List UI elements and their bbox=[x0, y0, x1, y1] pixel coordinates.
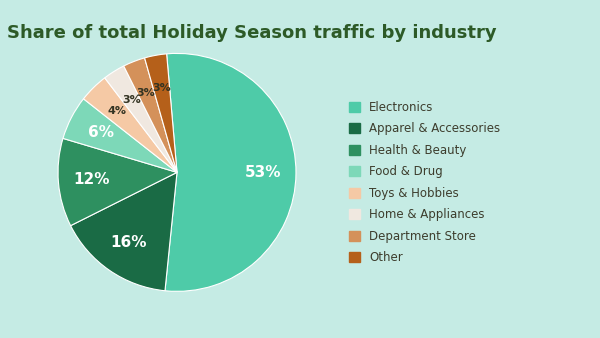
Wedge shape bbox=[83, 78, 177, 172]
Text: 53%: 53% bbox=[244, 166, 281, 180]
Text: 3%: 3% bbox=[137, 88, 155, 98]
Wedge shape bbox=[124, 58, 177, 172]
Wedge shape bbox=[63, 99, 177, 172]
Wedge shape bbox=[105, 66, 177, 172]
Wedge shape bbox=[58, 138, 177, 226]
Text: Share of total Holiday Season traffic by industry: Share of total Holiday Season traffic by… bbox=[7, 24, 497, 42]
Text: 12%: 12% bbox=[73, 172, 110, 187]
Legend: Electronics, Apparel & Accessories, Health & Beauty, Food & Drug, Toys & Hobbies: Electronics, Apparel & Accessories, Heal… bbox=[349, 101, 500, 264]
Wedge shape bbox=[71, 172, 177, 291]
Text: 4%: 4% bbox=[107, 106, 127, 116]
Text: 6%: 6% bbox=[88, 125, 114, 141]
Text: 3%: 3% bbox=[122, 95, 141, 105]
Text: 16%: 16% bbox=[110, 235, 146, 250]
Wedge shape bbox=[165, 53, 296, 291]
Text: 3%: 3% bbox=[152, 83, 171, 93]
Wedge shape bbox=[145, 54, 177, 172]
